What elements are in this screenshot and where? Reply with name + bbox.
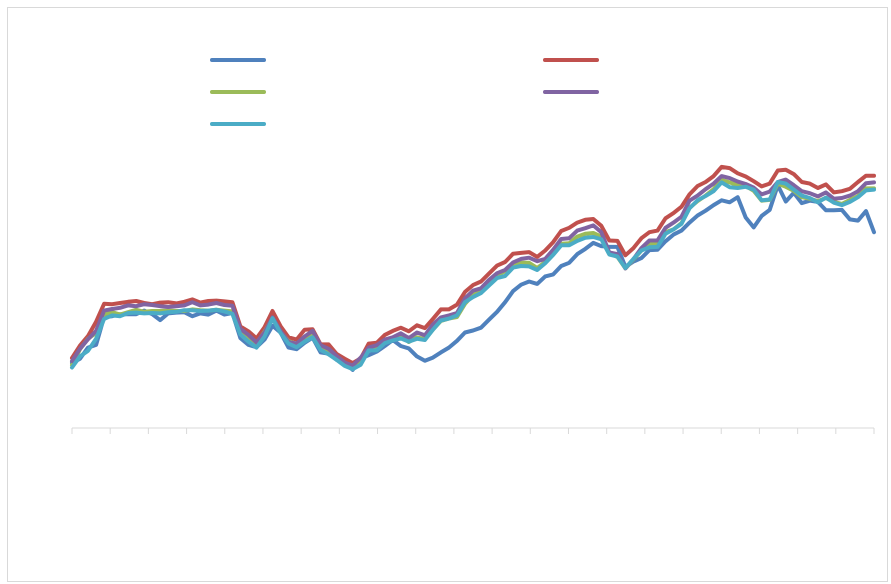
legend	[210, 58, 599, 126]
series-line-5	[70, 180, 876, 372]
x-axis	[71, 427, 875, 434]
chart-area	[7, 7, 888, 582]
series-line-1	[70, 183, 876, 372]
series-line-2	[70, 164, 876, 366]
series-line-3	[70, 178, 876, 369]
series-layer	[70, 164, 876, 372]
series-line-4	[70, 174, 876, 368]
